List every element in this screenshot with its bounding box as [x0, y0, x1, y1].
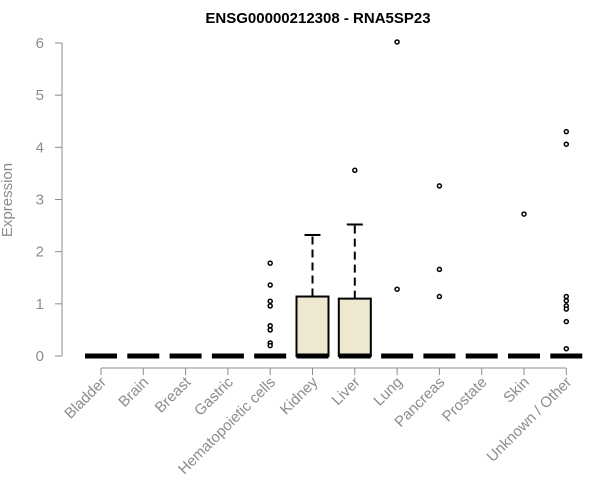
outlier-point — [267, 342, 273, 349]
y-tick-label: 1 — [36, 296, 44, 313]
outlier-point — [563, 141, 570, 147]
box-series — [85, 39, 583, 359]
outlier-point — [436, 183, 443, 189]
outlier-point — [267, 303, 273, 309]
outlier-point — [563, 318, 570, 325]
chart-title: ENSG00000212308 - RNA5SP23 — [205, 10, 430, 27]
box-group — [381, 39, 414, 359]
outlier-point — [563, 345, 570, 352]
x-tick-label: Kidney — [277, 373, 322, 418]
outlier-point — [267, 260, 273, 266]
box-group — [550, 128, 583, 359]
outlier-point — [394, 286, 400, 292]
y-tick-label: 3 — [36, 192, 44, 209]
box-group — [508, 211, 540, 359]
outlier-point — [436, 293, 443, 300]
x-tick-label: Bladder — [61, 374, 110, 423]
y-axis: 0 1 2 3 4 5 6 — [36, 35, 63, 365]
y-tick-label: 5 — [36, 87, 44, 104]
outlier-point — [563, 293, 570, 300]
x-tick-label: Skin — [500, 374, 533, 407]
y-axis-label: Expression — [0, 163, 16, 237]
outlier-point — [267, 282, 273, 288]
box-group — [254, 260, 287, 359]
outlier-point — [563, 128, 570, 135]
iqr-box — [295, 295, 330, 357]
box-group — [295, 233, 330, 359]
y-tick-label: 4 — [36, 139, 44, 156]
outlier-point — [521, 211, 527, 217]
iqr-box — [337, 297, 372, 358]
y-tick-label: 0 — [36, 348, 44, 365]
box-group — [337, 167, 372, 359]
outlier-point — [267, 327, 273, 333]
box-group — [423, 183, 456, 359]
x-tick-label: Lung — [370, 374, 406, 410]
outlier-point — [394, 39, 400, 45]
outlier-point — [563, 306, 570, 312]
x-tick-label: Prostate — [439, 374, 491, 426]
x-tick-label: Breast — [152, 373, 195, 416]
outlier-point — [436, 266, 443, 273]
x-tick-label: Liver — [329, 374, 364, 409]
y-tick-label: 6 — [36, 35, 44, 52]
outlier-point — [267, 298, 273, 304]
x-tick-label: Brain — [115, 374, 152, 411]
outlier-point — [267, 322, 273, 329]
y-tick-label: 2 — [36, 244, 44, 261]
outlier-point — [352, 167, 358, 174]
outlier-point — [563, 297, 570, 304]
